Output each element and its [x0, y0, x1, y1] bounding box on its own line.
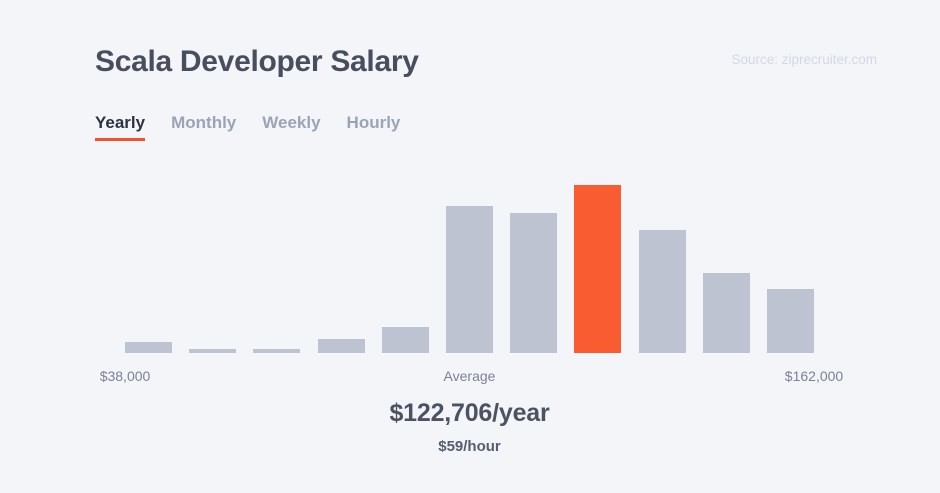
axis-label-average: Average: [443, 368, 496, 384]
salary-distribution-chart: [125, 185, 814, 353]
bar: [189, 348, 237, 353]
bar: [253, 348, 301, 353]
bar: [125, 342, 172, 353]
bar: [638, 230, 686, 353]
bar: [445, 206, 493, 353]
tab-hourly[interactable]: Hourly: [346, 113, 401, 132]
tab-monthly[interactable]: Monthly: [171, 113, 237, 132]
page-title: Scala Developer Salary: [95, 45, 419, 78]
bar: [766, 289, 814, 353]
tab-weekly[interactable]: Weekly: [262, 113, 321, 132]
tab-yearly[interactable]: Yearly: [95, 113, 146, 141]
axis-label-max: $162,000: [784, 368, 844, 384]
x-axis-labels: $38,000 Average $162,000: [100, 368, 844, 386]
bar: [381, 326, 429, 353]
source-attribution: Source: ziprecruiter.com: [731, 52, 877, 67]
bar: [317, 339, 365, 353]
axis-label-min: $38,000: [99, 368, 151, 384]
bar-highlighted-average: [574, 185, 622, 353]
bar: [510, 213, 558, 353]
average-hourly-value: $59/hour: [438, 438, 501, 455]
period-tabs: Yearly Monthly Weekly Hourly: [95, 113, 400, 141]
average-yearly-value: $122,706/year: [389, 399, 550, 427]
bar: [702, 273, 750, 353]
